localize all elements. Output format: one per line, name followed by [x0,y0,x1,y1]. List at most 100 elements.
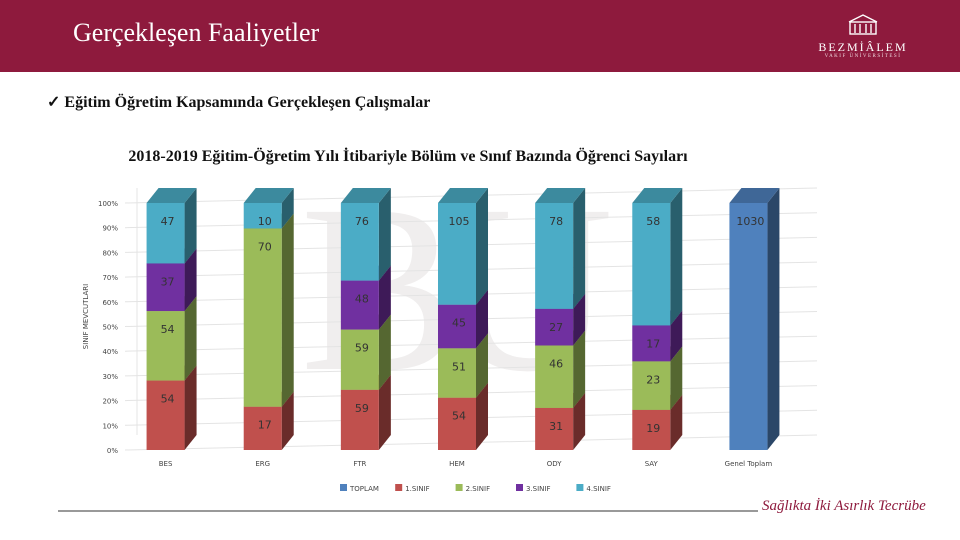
x-tick-label: HEM [449,460,465,468]
x-tick-label: ODY [547,460,563,468]
bar-segment [535,308,574,346]
bar-segment [438,304,476,349]
data-label: 51 [452,360,466,373]
bar-segment [632,361,671,410]
bar-segment [146,380,185,450]
y-tick-label: 40% [102,348,118,356]
legend-swatch [516,484,523,491]
data-label: 27 [549,321,563,334]
bar-segment [340,280,379,330]
bar-segment [535,345,574,408]
legend-label: 1.SINIF [405,485,430,493]
section-bullet: ✓ Eğitim Öğretim Kapsamında Gerçekleşen Ç… [47,92,430,112]
bar-top [729,188,780,203]
bar-top [243,188,294,203]
legend-swatch [455,484,463,491]
data-label: 47 [161,215,175,228]
chart-title: 2018-2019 Eğitim-Öğretim Yılı İtibariyle… [128,148,688,165]
data-label: 46 [549,358,563,371]
check-icon: ✓ [47,94,61,111]
footer-divider [58,510,758,512]
data-label: 76 [355,215,369,228]
bar-side [184,248,197,312]
bar-side [378,188,391,281]
data-label: 78 [549,215,563,228]
logo-subtitle: VAKIF ÜNİVERSİTESİ [824,54,902,59]
bar-side [670,310,683,362]
chart-title-row: 2018-2019 Eğitim-Öğretim Yılı İtibariyle… [0,148,960,166]
x-tick-label: Genel Toplam [725,460,773,468]
bar-side [378,265,391,330]
bar-side [476,333,488,398]
legend-label: 2.SINIF [466,485,491,493]
y-tick-label: 80% [102,249,118,257]
bar-side [184,296,197,381]
logo-name: BEZMİÂLEM [818,40,908,54]
bar-segment [146,263,185,312]
y-tick-label: 70% [102,274,118,282]
data-label: 31 [549,420,563,433]
data-label: 17 [258,419,272,432]
bar-side [184,188,197,264]
data-label: 10 [258,215,272,228]
x-tick-label: SAY [645,460,659,468]
legend-swatch [395,484,403,491]
bar-segment [243,203,282,229]
data-label: 23 [646,373,660,386]
bar-segment [243,406,282,450]
bar-side [573,188,586,309]
bar-segment [438,397,476,450]
data-label: 70 [258,240,272,253]
bar-side [670,346,683,410]
bar-segment [535,407,574,450]
data-label: 37 [161,275,175,288]
data-label: 105 [449,215,470,228]
bar-segment [243,228,282,407]
y-tick-label: 100% [98,200,118,208]
building-icon [848,14,878,35]
bar-side [378,314,391,390]
x-tick-label: ERG [255,460,270,468]
bar-side [767,188,780,450]
bar-side [281,213,294,407]
bar-top [438,188,488,203]
data-label: 54 [452,410,466,423]
legend-label: TOPLAM [349,485,379,493]
bar-segment [632,325,671,362]
bar-side [670,394,683,450]
bar-segment [729,203,768,450]
bar-segment [340,329,379,390]
data-label: 54 [161,393,175,406]
y-axis-label: SINIF MEVCUTLARI [82,284,90,349]
bar-top [632,188,683,203]
page-title: Gerçekleşen Faaliyetler [73,18,320,47]
x-tick-label: FTR [353,460,366,468]
bar-side [670,188,683,326]
bar-side [476,188,488,305]
legend-label: 4.SINIF [586,485,611,493]
bar-side [281,391,294,450]
data-label: 54 [161,323,175,336]
bar-segment [438,348,476,398]
data-label: 59 [355,342,369,355]
y-tick-label: 0% [107,447,118,455]
footer-slogan: Sağlıkta İki Asırlık Tecrübe [762,498,926,514]
bar-side [476,289,488,349]
bar-segment [146,203,185,264]
bar-top [146,188,197,203]
x-tick-label: BES [159,460,173,468]
legend-swatch [340,484,347,491]
y-tick-label: 90% [102,225,118,233]
y-tick-label: 10% [102,422,118,430]
y-tick-label: 50% [102,324,118,332]
bar-segment [146,311,185,381]
bar-segment [438,203,476,305]
bar-side [378,374,391,450]
header-bar: Gerçekleşen Faaliyetler BEZMİÂLEM VAKIF … [0,0,960,72]
legend-label: 3.SINIF [526,485,551,493]
data-label: 45 [452,317,466,330]
legend-swatch [576,484,584,491]
bar-side [281,188,294,229]
y-tick-label: 60% [102,299,118,307]
bar-segment [632,409,671,450]
